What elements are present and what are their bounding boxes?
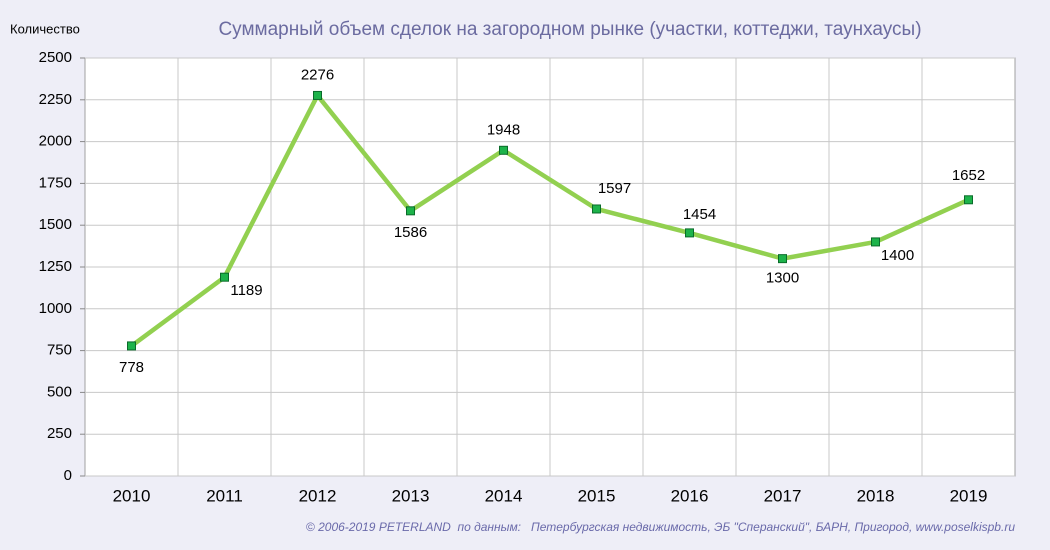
marker (871, 237, 880, 247)
data-label: 1948 (487, 121, 520, 138)
x-tick-label: 2014 (485, 486, 523, 505)
y-tick-label: 1750 (39, 174, 72, 191)
data-label: 1189 (230, 282, 262, 299)
data-label: 1586 (394, 224, 427, 241)
data-label: 2276 (301, 66, 334, 83)
marker (313, 90, 322, 100)
data-label: 1652 (952, 167, 985, 184)
x-tick-label: 2016 (671, 486, 709, 505)
data-label: 1597 (598, 180, 631, 197)
source-note: © 2006-2019 PETERLAND по данным: Петербу… (306, 520, 1015, 534)
y-tick-label: 1500 (39, 216, 72, 233)
y-tick-label: 2000 (39, 133, 72, 150)
data-label: 778 (119, 359, 144, 376)
x-tick-label: 2010 (113, 486, 151, 505)
y-tick-label: 750 (47, 342, 72, 359)
x-tick-label: 2017 (764, 486, 802, 505)
data-label: 1300 (766, 270, 799, 287)
y-tick-label: 500 (47, 383, 72, 400)
marker (220, 272, 229, 282)
x-tick-label: 2019 (950, 486, 988, 505)
y-tick-label: 250 (47, 425, 72, 442)
data-label: 1454 (683, 206, 716, 223)
y-tick-label: 0 (64, 467, 72, 484)
x-tick-label: 2012 (299, 486, 337, 505)
marker (406, 206, 415, 216)
x-tick-label: 2013 (392, 486, 430, 505)
x-tick-label: 2011 (206, 486, 243, 505)
data-label: 1400 (881, 247, 914, 264)
y-axis-label: Количество (10, 21, 80, 36)
marker (499, 145, 508, 155)
marker (685, 228, 694, 238)
series-line (130, 93, 970, 348)
y-tick-label: 2500 (39, 49, 72, 66)
y-tick-label: 1250 (39, 258, 72, 275)
y-tick-label: 1000 (39, 300, 72, 317)
x-tick-label: 2018 (857, 486, 895, 505)
marker (964, 195, 973, 205)
marker (592, 204, 601, 214)
chart-title: Суммарный объем сделок на загородном рын… (218, 19, 921, 40)
x-tick-label: 2015 (578, 486, 616, 505)
marker (127, 341, 136, 351)
y-tick-label: 2250 (39, 91, 72, 108)
marker (778, 254, 787, 264)
